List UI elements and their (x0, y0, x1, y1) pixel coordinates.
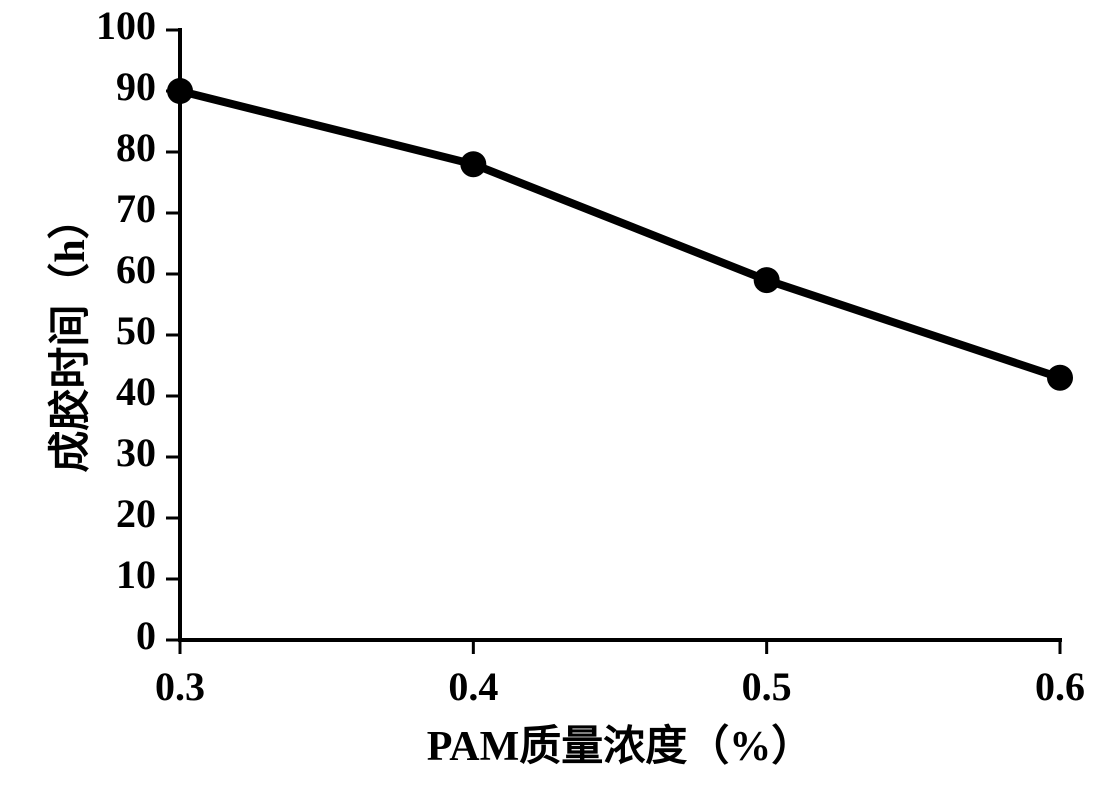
y-tick-label: 100 (96, 3, 156, 48)
y-tick-label: 10 (116, 552, 156, 597)
data-point (167, 78, 193, 104)
data-point (460, 151, 486, 177)
x-tick-label: 0.3 (155, 664, 205, 709)
data-point (1047, 365, 1073, 391)
y-axis-title: 成胶时间（h） (47, 197, 94, 472)
y-tick-label: 60 (116, 247, 156, 292)
x-tick-label: 0.6 (1035, 664, 1085, 709)
y-tick-label: 0 (136, 613, 156, 658)
chart-container: 0 10 20 30 40 50 60 70 80 90 100 0.3 0.4 0.5 0.6 PAM质量浓… (0, 0, 1118, 797)
y-tick-label: 70 (116, 186, 156, 231)
y-tick-label: 40 (116, 369, 156, 414)
y-tick-label: 80 (116, 125, 156, 170)
x-tick-label: 0.5 (742, 664, 792, 709)
data-point (754, 267, 780, 293)
y-tick-label: 50 (116, 308, 156, 353)
x-tick-label: 0.4 (448, 664, 498, 709)
y-tick-label: 90 (116, 64, 156, 109)
x-axis-title: PAM质量浓度（%） (427, 723, 814, 770)
y-tick-label: 20 (116, 491, 156, 536)
line-chart: 0 10 20 30 40 50 60 70 80 90 100 0.3 0.4 0.5 0.6 PAM质量浓… (0, 0, 1118, 797)
y-tick-label: 30 (116, 430, 156, 475)
